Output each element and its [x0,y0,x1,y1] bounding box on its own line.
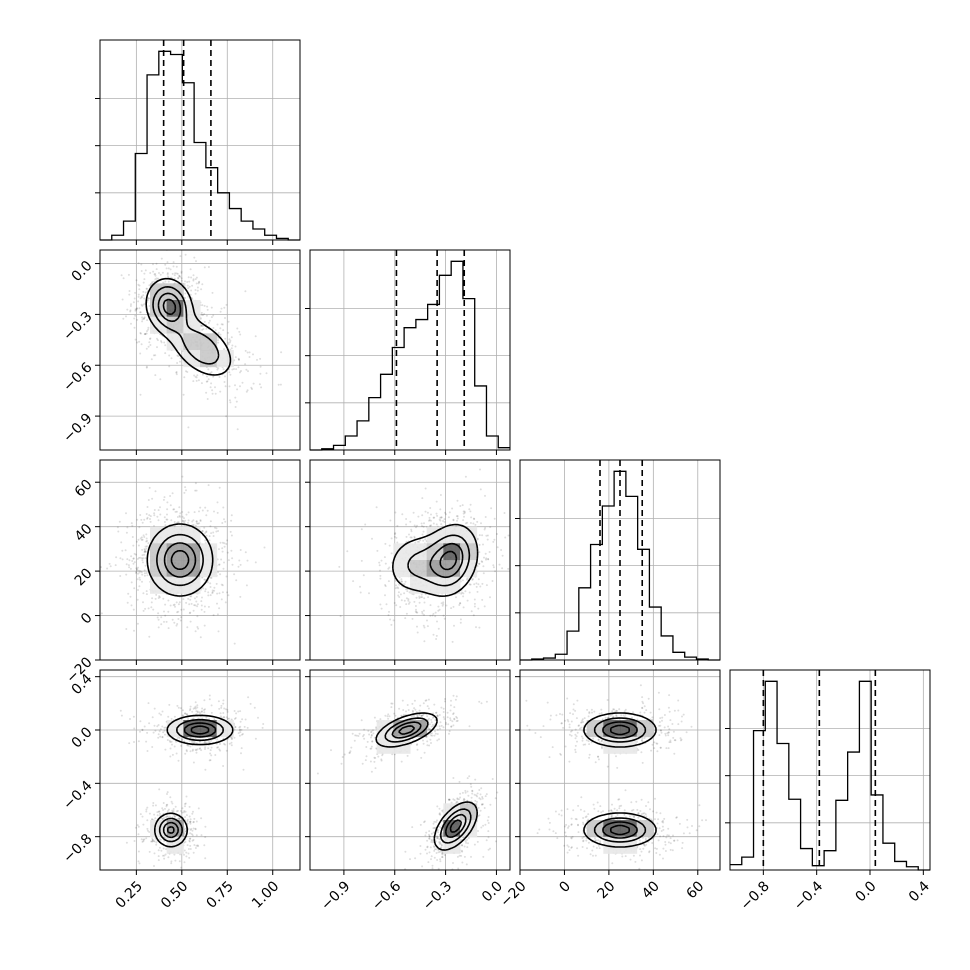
density-contours [375,712,478,851]
contour-line [429,542,464,579]
y-tick-label: 0.0 [69,258,96,285]
contour-line [154,714,234,848]
density-contours [145,277,232,376]
contour-line [156,533,204,587]
y-tick-label: −0.8 [60,831,95,866]
contour-line [384,717,472,844]
x-tick-label: 0 [556,878,574,896]
contour-line [391,721,467,838]
contour-line [398,725,462,833]
x-tick-label: 0.4 [906,878,933,905]
density-panel-2-3 [519,669,721,871]
contour-line [439,550,458,571]
x-tick-label: 0.75 [204,878,237,911]
y-tick-label: 0 [78,610,96,628]
panel-frame [99,669,301,871]
x-tick-label: −0.6 [369,878,404,913]
x-tick-label: 0.50 [158,878,191,911]
density-panel-1-2 [309,459,511,661]
contour-line [146,523,214,597]
panel-frame [309,459,511,661]
x-tick-label: 20 [595,878,619,902]
contour-line [375,712,478,851]
contour-line [170,550,190,570]
y-tick-label: 20 [72,565,96,589]
contour-line [602,721,638,839]
contour-line [145,277,232,376]
x-tick-label: −20 [497,878,529,910]
panel-frame [309,669,511,871]
histogram-panel-3 [725,669,931,871]
panel-frame [309,249,511,451]
contour-line [583,712,657,848]
x-tick-label: 0.25 [113,878,146,911]
contour-line [152,286,220,365]
y-tick-label: −0.4 [60,778,95,813]
contour-line [162,722,217,839]
histogram-panel-0 [95,39,301,241]
histogram-steps [310,260,510,451]
density-contours [392,523,479,597]
x-tick-label: −0.9 [318,878,353,913]
histogram-panel-1 [305,249,511,451]
density-contours [154,714,234,848]
contour-line [162,298,177,316]
density-contours [583,712,657,848]
histogram-steps [100,50,300,241]
x-tick-label: 40 [639,878,663,902]
contour-line [593,717,647,843]
x-tick-label: −0.4 [791,878,826,913]
density-panel-0-3 [99,669,301,871]
y-tick-label: −0.9 [60,410,95,445]
y-tick-label: −0.3 [60,309,95,344]
density-panel-0-1 [99,249,301,451]
contour-line [167,725,210,835]
x-tick-label: −0.3 [420,878,455,913]
y-tick-label: 0.0 [69,724,96,751]
contour-line [610,724,630,836]
contour-line [392,523,479,597]
density-shading [150,526,218,594]
contour-line [157,292,182,323]
density-panel-1-3 [309,669,511,871]
density-contours [146,523,214,597]
x-tick-label: −0.8 [738,878,773,913]
contour-line [163,542,197,578]
x-tick-label: 60 [683,878,707,902]
panel-frame [99,39,301,241]
x-tick-label: 0.0 [853,878,880,905]
panel-frame [99,249,301,451]
contour-line [158,718,224,843]
density-panel-0-2 [99,459,301,661]
contour-line [407,534,471,587]
histogram-steps [730,680,930,871]
density-shading [376,720,478,854]
histogram-panel-2 [515,459,721,661]
panel-frame [519,669,721,871]
panel-frame [729,669,931,871]
y-tick-label: −0.6 [60,360,95,395]
x-tick-label: 1.00 [249,878,282,911]
panel-frame [99,459,301,661]
panel-frame [519,459,721,661]
y-tick-label: 40 [72,521,96,545]
y-tick-label: 60 [72,477,96,501]
